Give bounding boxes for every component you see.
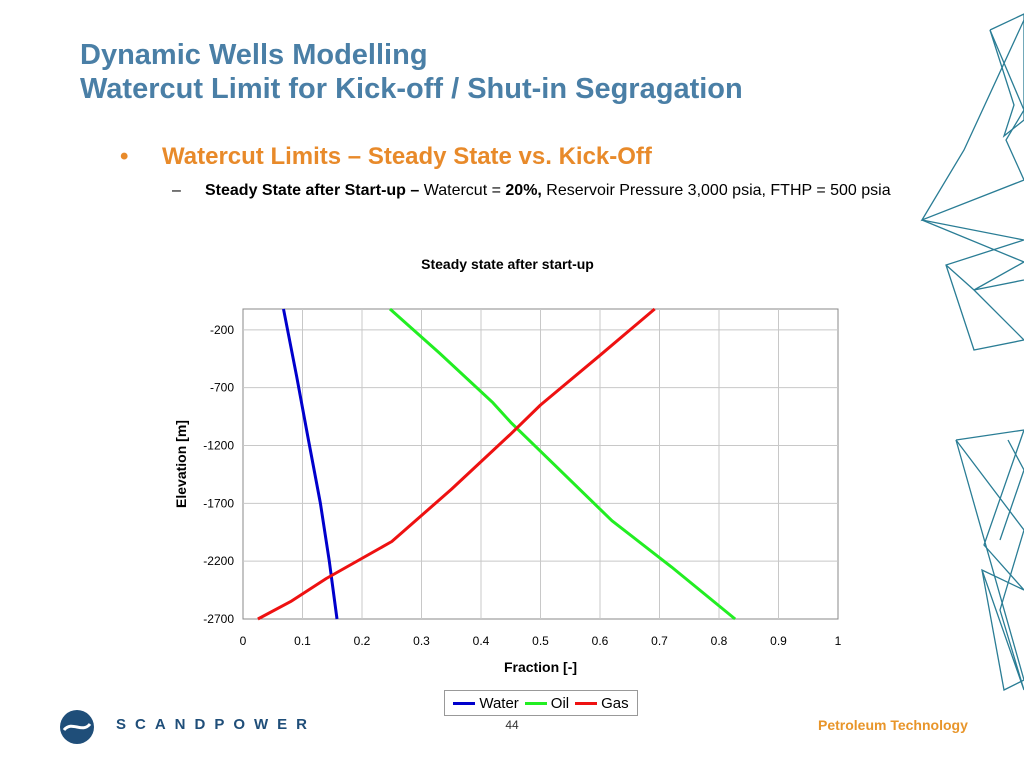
x-tick-label: 0.5 [532,634,549,648]
slide-title: Dynamic Wells Modelling Watercut Limit f… [80,38,743,106]
legend-item-gas: Gas [575,695,629,712]
y-tick-label: -1200 [203,438,234,452]
legend-item-water: Water [453,694,519,712]
x-axis-label: Fraction [-] [504,659,577,675]
series-line-water [282,308,339,620]
brand-name: SCANDPOWER [116,716,317,733]
scandpower-logo-icon [60,710,94,744]
bullet-marker: • [120,143,129,170]
y-tick-label: -1700 [203,496,234,510]
decorative-wireframe [920,13,1024,691]
series-line-oil [389,307,737,621]
chart-legend: Water Oil Gas [444,690,638,716]
legend-swatch-oil [524,701,547,705]
y-tick-label: -200 [210,323,234,337]
chart-title: Steady state after start-up [421,256,594,272]
slide-title-line1: Dynamic Wells Modelling [80,39,428,71]
page-number: 44 [505,718,519,732]
y-tick-label: -700 [210,381,234,395]
x-tick-label: 0.2 [354,634,371,648]
x-tick-label: 0 [240,634,247,648]
legend-label-gas: Gas [601,694,629,712]
series-line-gas [257,307,656,621]
x-tick-label: 0.6 [592,634,609,648]
bullet2-bold-lead: Steady State after Start-up – [205,182,420,199]
bullet-dash: – [172,182,181,199]
legend-swatch-gas [575,701,598,705]
bullet2-conditions: Reservoir Pressure 3,000 psia, FTHP = 50… [541,182,891,199]
bullet-level1-text: Watercut Limits – Steady State vs. Kick-… [162,143,652,170]
legend-swatch-water [453,701,476,705]
slide-title-line2: Watercut Limit for Kick-off / Shut-in Se… [80,73,743,105]
bullet-level2-text: Steady State after Start-up – Watercut =… [205,180,925,202]
x-tick-label: 0.1 [294,634,311,648]
y-tick-label: -2200 [203,554,234,568]
legend-item-oil: Oil [524,694,570,712]
x-tick-label: 1 [835,634,842,648]
x-tick-label: 0.4 [473,634,490,648]
x-tick-label: 0.8 [711,634,728,648]
brand-tagline: Petroleum Technology [818,717,968,733]
bullet2-watercut-label: Watercut = [419,182,506,199]
x-tick-label: 0.3 [413,634,430,648]
bullet2-watercut-value: 20%, [505,182,542,199]
legend-label-oil: Oil [550,694,570,712]
x-tick-label: 0.9 [770,634,787,648]
x-tick-label: 0.7 [651,634,668,648]
y-tick-label: -2700 [203,612,234,626]
y-axis-label: Elevation [m] [173,420,189,508]
legend-label-water: Water [479,694,519,712]
